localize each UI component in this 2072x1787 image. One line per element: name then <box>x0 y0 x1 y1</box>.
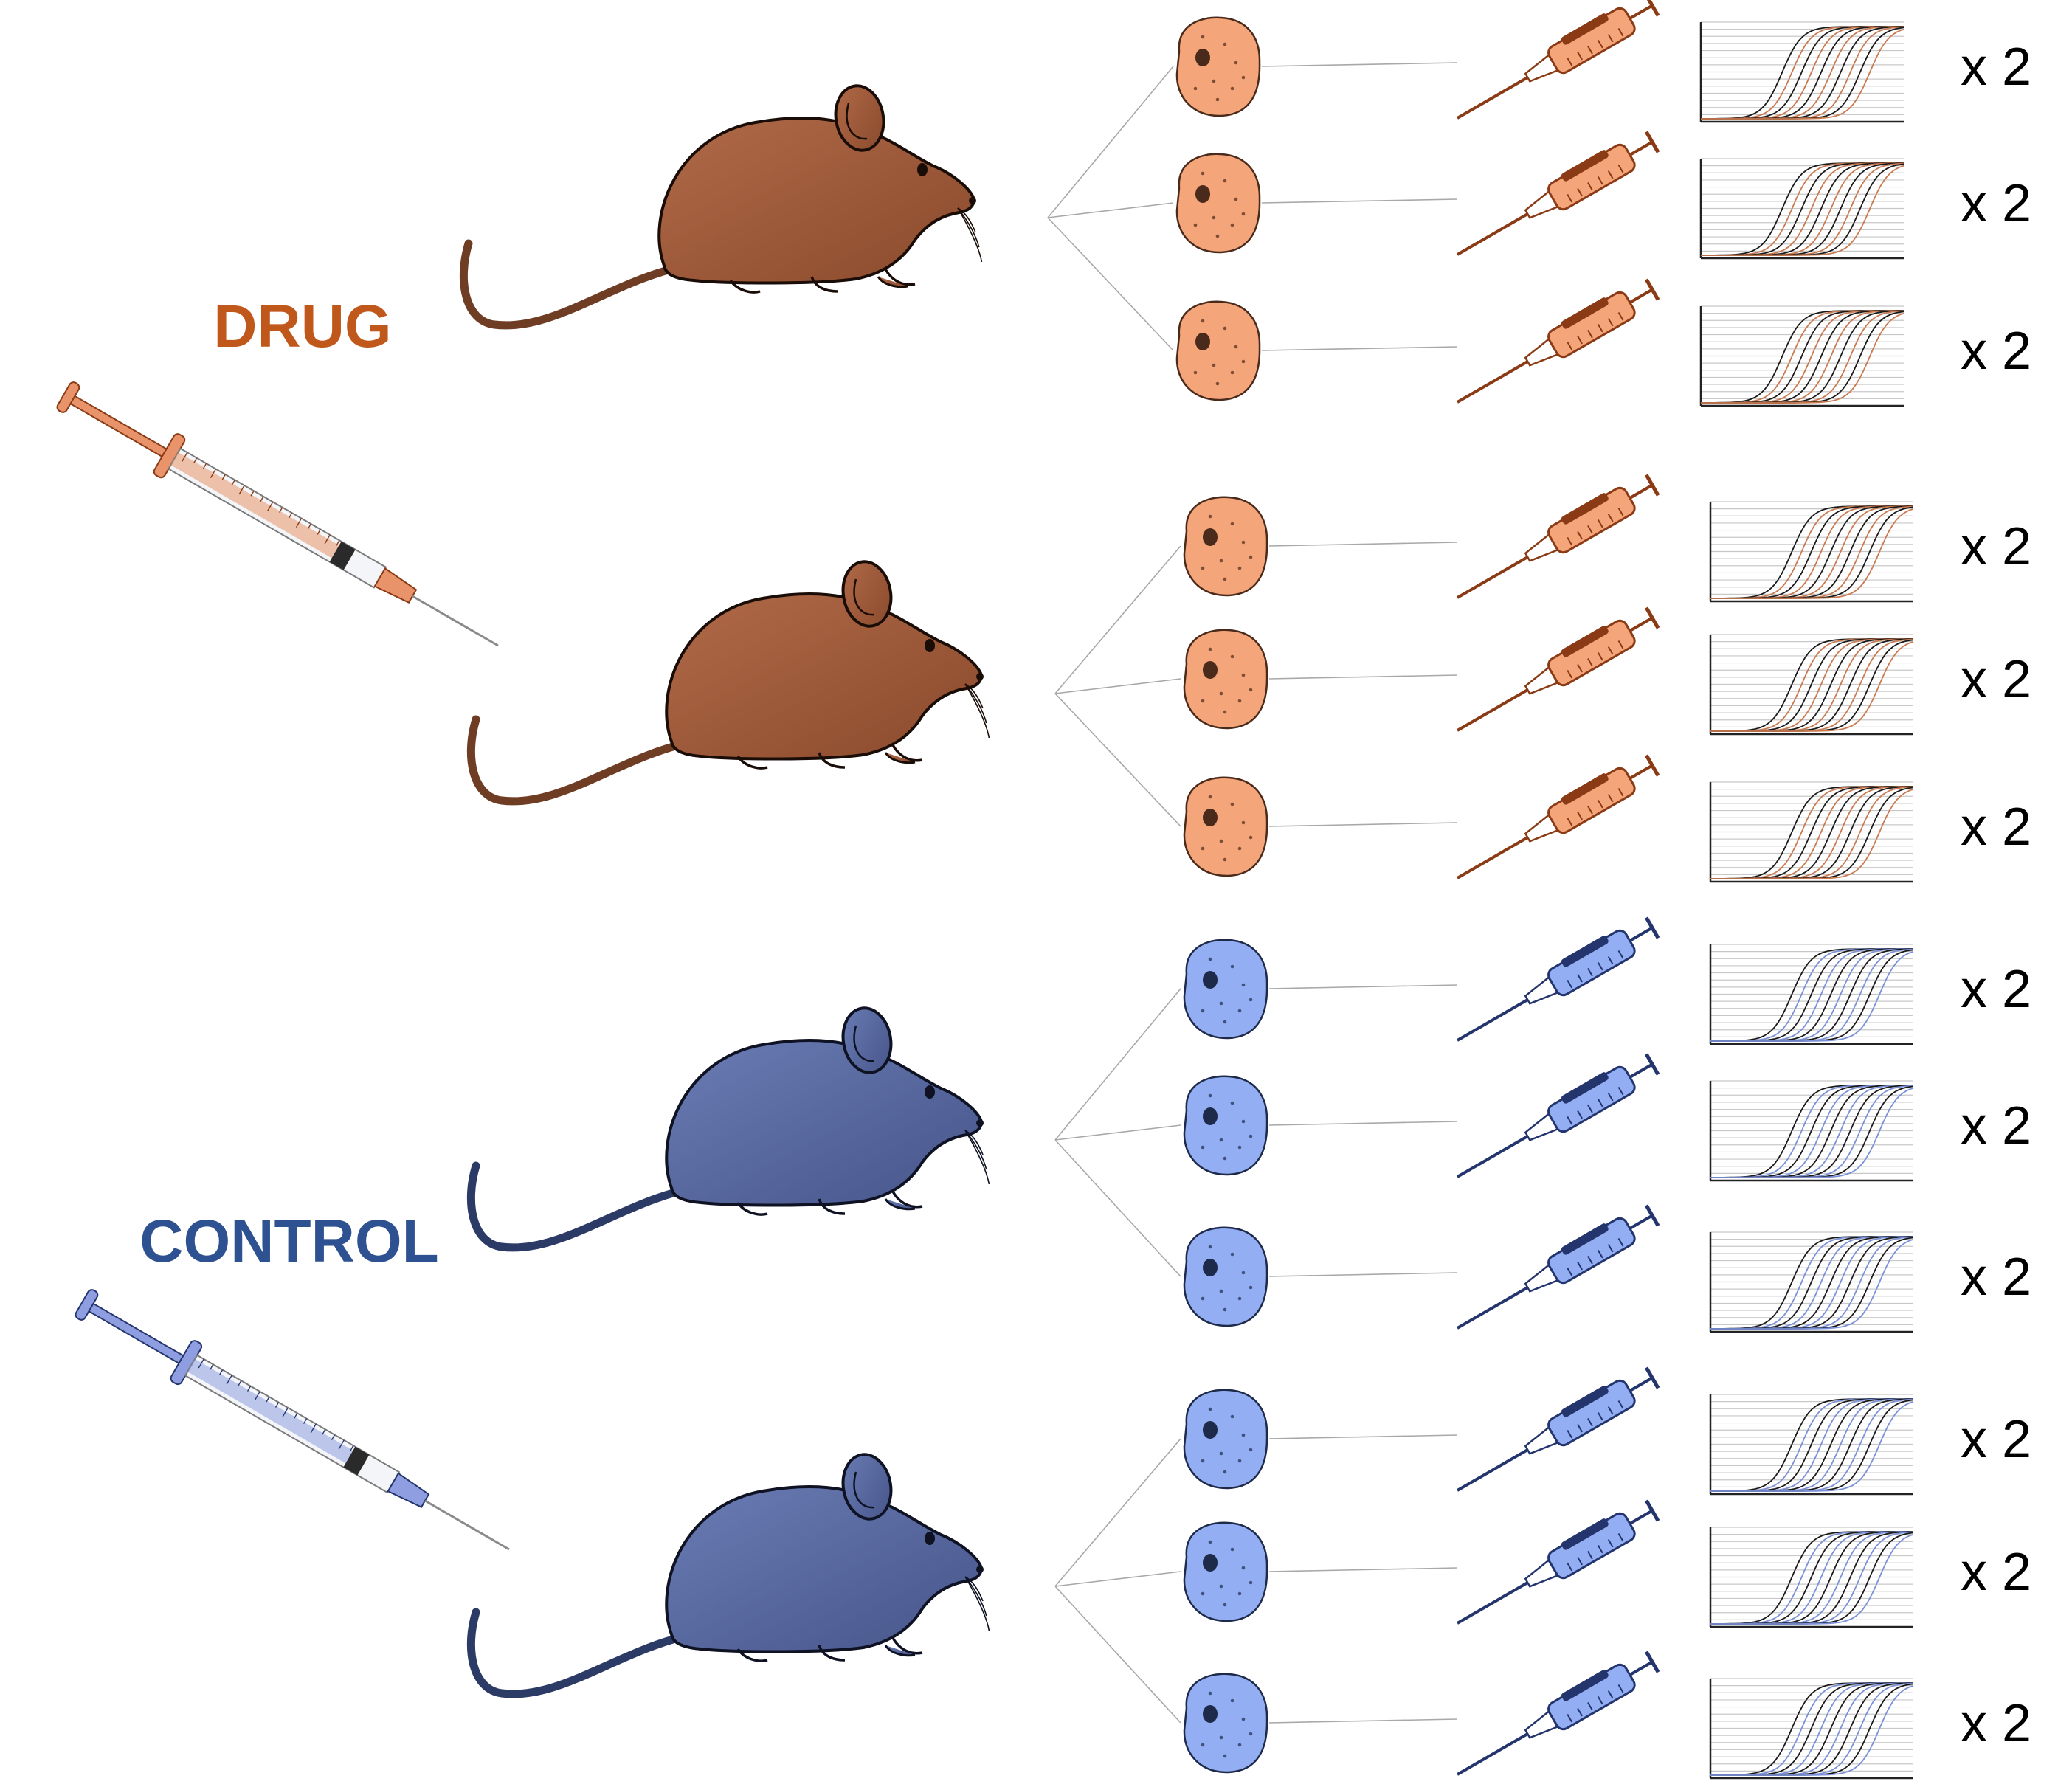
connector-line <box>1268 1718 1458 1724</box>
replicate-multiplier: x 2 <box>1961 174 2031 233</box>
syringe-icon <box>75 1289 510 1551</box>
amplification-plot-icon <box>1699 21 1904 123</box>
sample-row: x 2 <box>1054 1139 2031 1333</box>
group-label-drug: DRUG <box>213 293 391 360</box>
sample-row: x 2 <box>1047 0 2031 218</box>
amplification-plot-icon <box>1709 1394 1914 1496</box>
branch-line <box>1054 1139 1181 1277</box>
cell-icon <box>1175 153 1261 254</box>
cell-icon <box>1175 300 1261 401</box>
pipette-icon <box>1457 1204 1660 1330</box>
branch-line <box>1047 66 1174 218</box>
connector-line <box>1268 822 1458 827</box>
replicate-multiplier: x 2 <box>1961 322 2031 381</box>
cell-icon <box>1183 1673 1268 1774</box>
connector-line <box>1268 542 1458 547</box>
branch-line <box>1047 217 1174 351</box>
pipette-icon <box>1457 1499 1660 1625</box>
pipette-icon <box>1457 474 1660 599</box>
connector-line <box>1268 1434 1458 1439</box>
cell-icon <box>1183 1075 1268 1176</box>
cell-icon <box>1183 939 1268 1040</box>
pipette-icon <box>1457 916 1660 1042</box>
replicate-multiplier: x 2 <box>1961 798 2031 857</box>
connector-line <box>1268 984 1458 989</box>
mouse-icon <box>466 1453 990 1698</box>
sample-row: x 2 <box>1054 1586 2031 1780</box>
replicate-multiplier: x 2 <box>1961 650 2031 709</box>
amplification-plot-icon <box>1709 1527 1914 1628</box>
amplification-plot-icon <box>1709 1678 1914 1780</box>
cell-icon <box>1183 1389 1268 1490</box>
branch-line <box>1054 678 1181 694</box>
cell-icon <box>1175 16 1261 117</box>
replicate-multiplier: x 2 <box>1961 1096 2031 1155</box>
amplification-plot-icon <box>1709 634 1914 736</box>
pipette-icon <box>1457 606 1660 732</box>
mouse-branch: x 2 x 2 x 2 <box>459 0 2031 407</box>
pipette-icon <box>1457 278 1660 404</box>
amplification-plot-icon <box>1709 944 1914 1045</box>
sample-row: x 2 <box>1054 474 2031 694</box>
sample-row: x 2 <box>1054 1499 2031 1628</box>
pipette-icon <box>1457 1053 1660 1178</box>
amplification-plot-icon <box>1709 1080 1914 1182</box>
connector-line <box>1261 62 1458 67</box>
branch-line <box>1054 1571 1181 1587</box>
pipette-icon <box>1457 0 1660 120</box>
sample-row: x 2 <box>1054 916 2031 1141</box>
cell-icon <box>1183 1521 1268 1622</box>
branch-line <box>1054 693 1181 827</box>
pipette-icon <box>1457 131 1660 256</box>
replicate-multiplier: x 2 <box>1961 38 2031 97</box>
group-label-control: CONTROL <box>139 1208 438 1275</box>
branch-line <box>1054 545 1181 694</box>
mouse-icon <box>459 84 983 330</box>
replicate-multiplier: x 2 <box>1961 1694 2031 1753</box>
replicate-multiplier: x 2 <box>1961 1410 2031 1469</box>
amplification-plot-icon <box>1709 1231 1914 1333</box>
mouse-icon <box>466 560 990 806</box>
pipette-icon <box>1457 1651 1660 1776</box>
cell-icon <box>1183 496 1268 597</box>
replicate-multiplier: x 2 <box>1961 517 2031 576</box>
sample-row: x 2 <box>1047 131 2031 260</box>
mouse-branch: x 2 x 2 x 2 <box>466 474 2031 883</box>
cell-icon <box>1183 629 1268 730</box>
sample-row: x 2 <box>1047 217 2031 407</box>
connector-line <box>1261 346 1458 351</box>
branch-line <box>1054 1124 1181 1141</box>
mouse-branch: x 2 x 2 x 2 <box>466 916 2031 1333</box>
replicate-multiplier: x 2 <box>1961 1248 2031 1307</box>
replicate-multiplier: x 2 <box>1961 960 2031 1019</box>
sample-row: x 2 <box>1054 1366 2031 1587</box>
mouse-branch: x 2 x 2 x 2 <box>466 1366 2031 1780</box>
amplification-plot-icon <box>1699 158 1904 260</box>
cell-icon <box>1183 776 1268 877</box>
amplification-plot-icon <box>1709 501 1914 603</box>
sample-row: x 2 <box>1054 606 2031 736</box>
branch-line <box>1054 988 1181 1141</box>
sample-row: x 2 <box>1054 693 2031 883</box>
branch-line <box>1054 1586 1181 1724</box>
mouse-icon <box>466 1006 990 1252</box>
syringe-icon <box>56 381 499 647</box>
pipette-icon <box>1457 754 1660 879</box>
connector-line <box>1268 674 1458 680</box>
connector-line <box>1268 1121 1458 1126</box>
connector-line <box>1268 1272 1458 1277</box>
connector-line <box>1268 1567 1458 1572</box>
replicate-multiplier: x 2 <box>1961 1543 2031 1602</box>
amplification-plot-icon <box>1699 305 1904 407</box>
branch-line <box>1054 1438 1181 1587</box>
connector-line <box>1261 198 1458 204</box>
sample-row: x 2 <box>1054 1053 2031 1182</box>
pipette-icon <box>1457 1366 1660 1492</box>
amplification-plot-icon <box>1709 781 1914 883</box>
branch-line <box>1047 202 1174 218</box>
cell-icon <box>1183 1226 1268 1327</box>
